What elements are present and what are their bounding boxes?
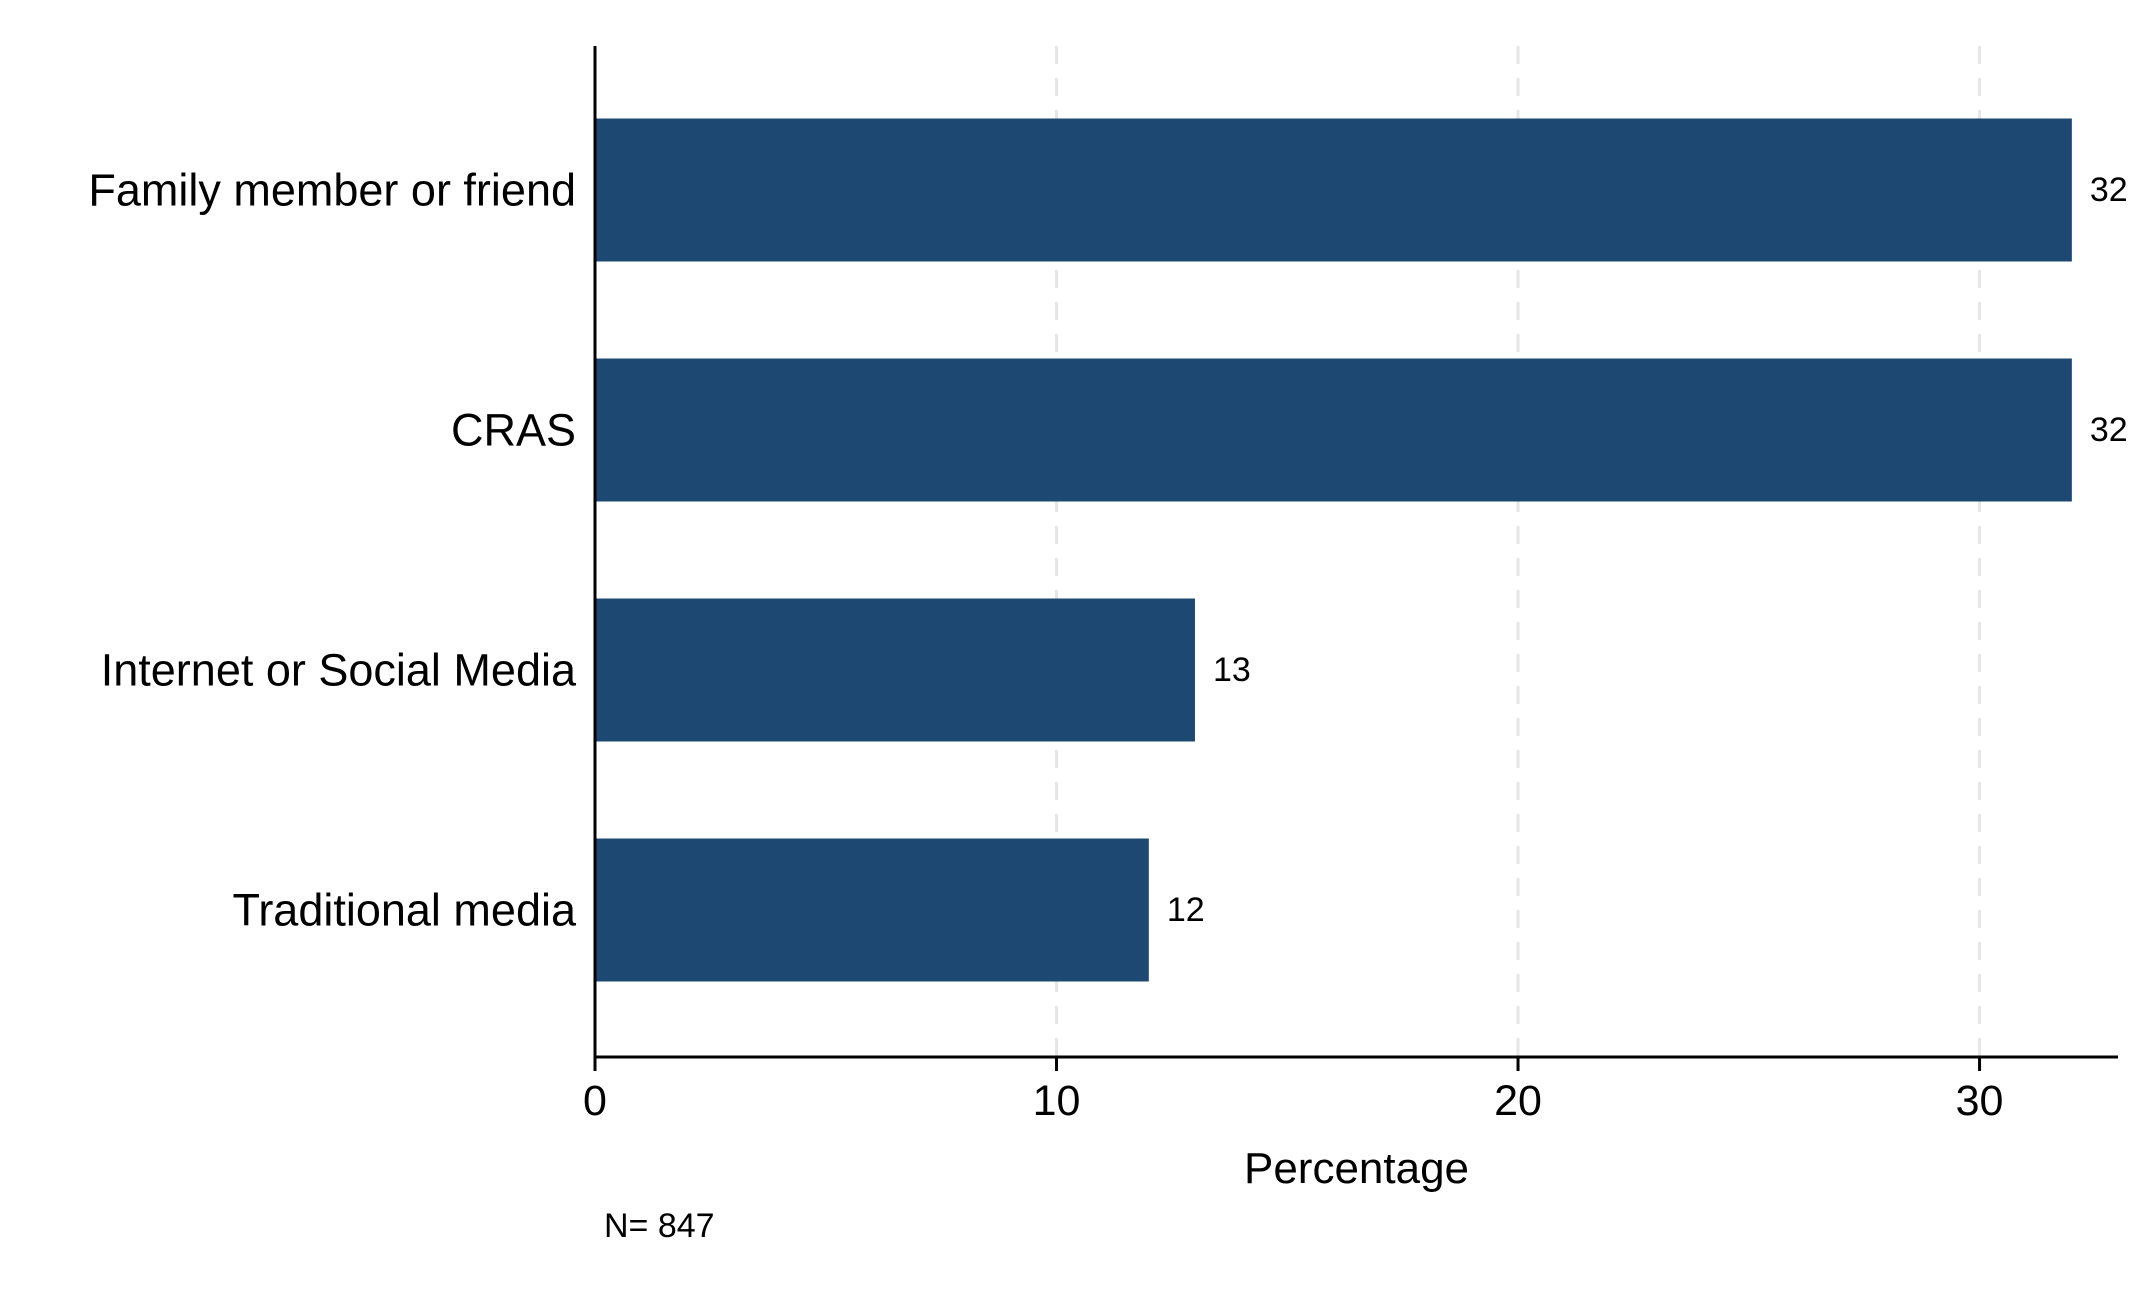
value-label-2: 13 xyxy=(1213,651,1251,689)
category-label-3: Traditional media xyxy=(233,885,577,936)
bar-0 xyxy=(595,118,2072,262)
x-ticks: 0 10 20 30 xyxy=(583,1057,2003,1125)
value-label-0: 32 xyxy=(2090,171,2128,209)
category-label-2: Internet or Social Media xyxy=(101,645,577,696)
x-tick-label-2: 20 xyxy=(1494,1077,1542,1125)
value-labels: 32 32 13 12 xyxy=(1167,171,2128,929)
bars xyxy=(595,118,2072,982)
sample-size-note: N= 847 xyxy=(604,1207,715,1245)
x-axis-title: Percentage xyxy=(1244,1144,1469,1193)
value-label-1: 32 xyxy=(2090,411,2128,449)
bar-3 xyxy=(595,838,1149,982)
value-label-3: 12 xyxy=(1167,891,1205,929)
category-label-0: Family member or friend xyxy=(88,165,576,216)
category-labels: Family member or friend CRAS Internet or S… xyxy=(88,165,577,936)
x-tick-label-0: 0 xyxy=(583,1077,607,1125)
bar-2 xyxy=(595,598,1195,742)
axes xyxy=(593,46,2118,1059)
category-label-1: CRAS xyxy=(451,405,576,456)
bar-1 xyxy=(595,358,2072,502)
x-tick-label-1: 10 xyxy=(1033,1077,1081,1125)
x-tick-label-3: 30 xyxy=(1956,1077,2004,1125)
